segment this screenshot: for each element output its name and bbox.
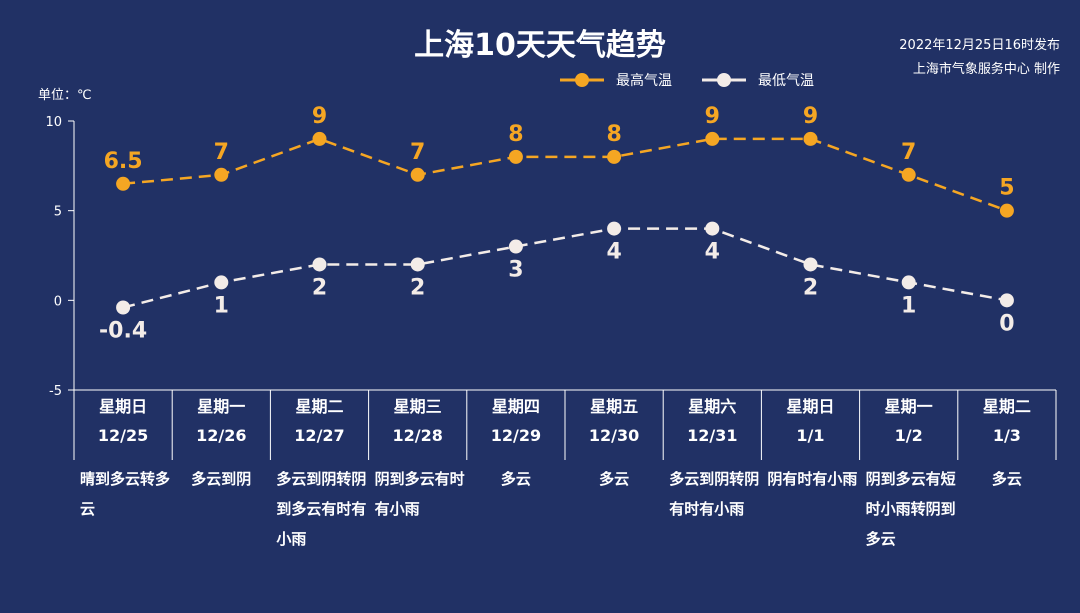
series-1-data-label: -0.4 xyxy=(99,319,147,344)
legend: 最高气温 最低气温 xyxy=(560,70,844,90)
series-1-point xyxy=(312,257,327,272)
series-0-data-label: 9 xyxy=(312,104,327,129)
date-label: 12/26 xyxy=(196,426,247,445)
y-tick-label: -5 xyxy=(49,384,62,399)
legend-item-low: 最低气温 xyxy=(702,70,814,90)
date-label: 12/27 xyxy=(294,426,345,445)
series-0-point xyxy=(607,149,622,164)
series-1-point xyxy=(803,257,818,272)
series-0-point xyxy=(410,167,425,182)
series-1-data-label: 2 xyxy=(410,275,425,300)
series-1-point xyxy=(410,257,425,272)
series-0-data-label: 5 xyxy=(999,176,1014,201)
series-0-point xyxy=(214,167,229,182)
day-header: 星期六 12/31 xyxy=(663,392,761,450)
date-label: 12/25 xyxy=(97,426,149,445)
series-0-data-label: 6.5 xyxy=(104,149,143,174)
series-0-point xyxy=(999,203,1014,218)
publish-info: 2022年12月25日16时发布 上海市气象服务中心 制作 xyxy=(899,34,1060,82)
weather-description: 阴到多云有时有小雨 xyxy=(374,470,465,518)
series-0-data-label: 8 xyxy=(508,122,523,147)
series-0-point xyxy=(312,131,327,146)
chart-title: 上海10天天气趋势 xyxy=(414,28,666,63)
series-1-point xyxy=(901,275,916,290)
legend-low-label: 最低气温 xyxy=(758,73,814,89)
weekday-label: 星期三 xyxy=(393,397,442,416)
publisher: 上海市气象服务中心 制作 xyxy=(912,62,1060,77)
series-0-point xyxy=(116,176,131,191)
date-label: 1/1 xyxy=(796,426,825,445)
y-tick-label: 10 xyxy=(45,115,62,130)
legend-high-label: 最高气温 xyxy=(616,73,672,89)
day-header: 星期二 12/27 xyxy=(270,392,368,450)
series-1-point xyxy=(705,221,720,236)
weather-description: 多云到阴 xyxy=(191,470,252,488)
series-1-data-label: 1 xyxy=(214,293,229,318)
day-header: 星期二 1/3 xyxy=(958,392,1056,450)
series-0-data-label: 7 xyxy=(901,140,916,165)
day-header: 星期三 12/28 xyxy=(369,392,467,450)
series-0-data-label: 8 xyxy=(606,122,621,147)
weekday-label: 星期二 xyxy=(295,397,344,416)
weather-description: 阴有时有小雨 xyxy=(767,470,858,488)
y-tick-label: 5 xyxy=(54,205,62,220)
weekday-label: 星期日 xyxy=(786,397,835,416)
date-label: 12/31 xyxy=(687,426,738,445)
series-1-data-label: 0 xyxy=(999,311,1014,336)
series-0-data-label: 7 xyxy=(410,140,425,165)
date-label: 12/28 xyxy=(392,426,443,445)
series-line-1 xyxy=(122,227,1008,309)
weekday-label: 星期一 xyxy=(884,397,933,416)
day-header: 星期五 12/30 xyxy=(565,392,663,450)
day-header: 星期日 12/25 xyxy=(74,392,172,450)
weather-description: 多云 xyxy=(599,470,630,488)
legend-item-high: 最高气温 xyxy=(560,70,672,90)
series-0-data-label: 7 xyxy=(214,140,229,165)
series-1-point xyxy=(999,293,1014,308)
legend-low-marker-icon xyxy=(702,73,746,87)
series-0-point xyxy=(803,131,818,146)
series-0-point xyxy=(705,131,720,146)
weekday-label: 星期一 xyxy=(197,397,246,416)
day-header: 星期一 1/2 xyxy=(860,392,958,450)
weekday-label: 星期二 xyxy=(982,397,1031,416)
series-1-point xyxy=(214,275,229,290)
weather-description: 晴到多云转多云 xyxy=(80,470,171,518)
series-1-point xyxy=(116,300,131,315)
y-tick-label: 0 xyxy=(54,294,62,309)
y-axis-unit: 单位：℃ xyxy=(38,88,92,103)
weekday-label: 星期六 xyxy=(688,397,737,416)
legend-high-marker-icon xyxy=(560,73,604,87)
series-1-data-label: 2 xyxy=(312,275,327,300)
weather-description: 多云到阴转阴有时有小雨 xyxy=(669,470,760,518)
day-header: 星期四 12/29 xyxy=(467,392,565,450)
weekday-label: 星期五 xyxy=(590,397,639,416)
series-1-data-label: 1 xyxy=(901,293,916,318)
day-header: 星期一 12/26 xyxy=(172,392,270,450)
date-label: 1/3 xyxy=(992,426,1021,445)
series-0-point xyxy=(508,149,523,164)
weather-description: 多云 xyxy=(500,470,531,488)
day-header: 星期日 1/1 xyxy=(761,392,859,450)
series-1-point xyxy=(607,221,622,236)
weather-description: 多云到阴转阴到多云有时有小雨 xyxy=(276,470,367,548)
weather-description: 阴到多云有短时小雨转阴到多云 xyxy=(865,470,956,548)
weekday-label: 星期四 xyxy=(491,397,540,416)
series-0-data-label: 9 xyxy=(705,104,720,129)
series-0-data-label: 9 xyxy=(803,104,818,129)
weekday-label: 星期日 xyxy=(99,397,148,416)
series-0-point xyxy=(901,167,916,182)
series-1-data-label: 4 xyxy=(705,240,720,265)
date-label: 12/29 xyxy=(490,426,542,445)
series-1-data-label: 4 xyxy=(606,240,621,265)
publish-time: 2022年12月25日16时发布 xyxy=(899,38,1060,53)
date-label: 1/2 xyxy=(894,426,923,445)
series-1-data-label: 3 xyxy=(508,258,523,283)
series-line-0 xyxy=(122,137,1008,212)
weather-description: 多云 xyxy=(991,470,1022,488)
series-1-point xyxy=(508,239,523,254)
date-label: 12/30 xyxy=(588,426,640,445)
series-1-data-label: 2 xyxy=(803,275,818,300)
